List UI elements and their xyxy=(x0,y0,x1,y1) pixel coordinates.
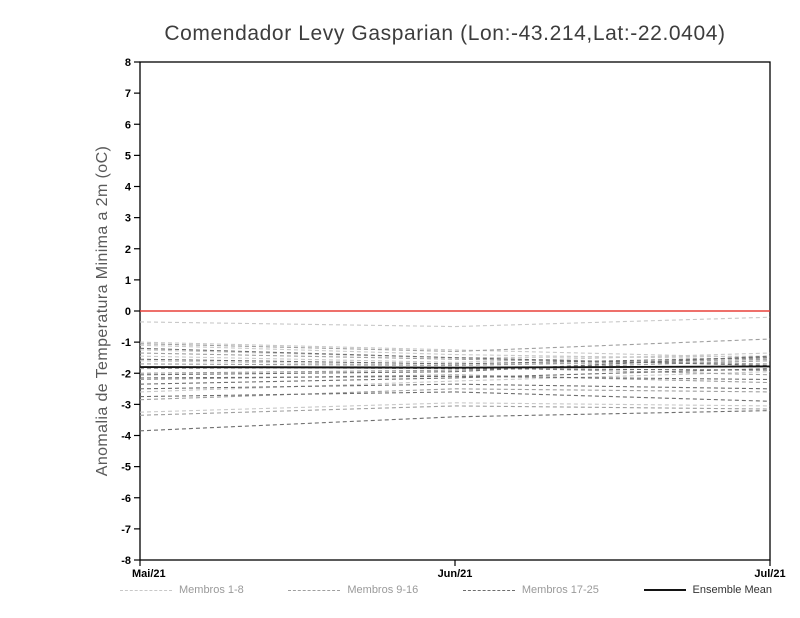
y-tick-label: -7 xyxy=(121,524,131,536)
member-line xyxy=(139,374,771,384)
legend-label: Membros 9-16 xyxy=(347,584,419,596)
member-line xyxy=(139,405,771,416)
member-line xyxy=(139,402,771,413)
member-line xyxy=(139,371,771,393)
y-tick-label: 2 xyxy=(125,244,131,256)
dashed-line-sample xyxy=(462,589,515,591)
dashed-line-sample xyxy=(288,589,341,591)
y-tick-label: -6 xyxy=(121,493,131,505)
member-line xyxy=(139,375,771,381)
member-line xyxy=(139,347,771,367)
ensemble-mean-line xyxy=(139,365,771,369)
legend-item-membros-1-8: Membros 1-8 xyxy=(120,584,244,596)
y-tick-label: 1 xyxy=(125,275,131,287)
y-tick-label: 3 xyxy=(125,213,131,225)
member-line xyxy=(139,383,771,390)
member-line xyxy=(139,360,771,374)
y-tick-label: -2 xyxy=(121,368,131,380)
solid-line-sample xyxy=(643,589,686,591)
member-line xyxy=(139,352,771,363)
dashed-line-sample xyxy=(120,589,172,591)
legend: Membros 1-8 Membros 9-16 Membros 17-25 E… xyxy=(120,584,772,596)
member-line xyxy=(139,410,771,432)
y-tick-label: -1 xyxy=(121,337,131,349)
x-tick-label: Mai/21 xyxy=(132,568,166,580)
member-line xyxy=(139,391,771,402)
y-tick-label: 6 xyxy=(125,119,131,131)
member-line xyxy=(139,341,771,359)
legend-item-membros-9-16: Membros 9-16 xyxy=(288,584,418,596)
legend-label: Membros 17-25 xyxy=(521,584,599,596)
chart-title: Comendador Levy Gasparian (Lon:-43.214,L… xyxy=(164,22,726,45)
y-tick-label: 5 xyxy=(125,150,131,162)
y-tick-label: -3 xyxy=(121,399,131,411)
member-line xyxy=(139,388,771,401)
legend-item-ensemble-mean: Ensemble Mean xyxy=(643,584,773,596)
y-tick-label: 7 xyxy=(125,88,131,100)
y-tick-label: 0 xyxy=(125,306,131,318)
member-line xyxy=(139,338,771,353)
y-tick-label: -5 xyxy=(121,462,131,474)
legend-label: Ensemble Mean xyxy=(692,584,773,596)
member-line xyxy=(139,357,771,365)
x-tick-label: Jul/21 xyxy=(754,568,785,580)
member-line xyxy=(139,368,771,385)
member-line xyxy=(139,316,771,328)
x-tick-label: Jun/21 xyxy=(438,568,473,580)
legend-label: Membros 1-8 xyxy=(179,584,244,596)
y-tick-label: -4 xyxy=(121,431,132,443)
y-tick-label: 8 xyxy=(125,57,131,69)
legend-item-membros-17-25: Membros 17-25 xyxy=(462,584,599,596)
member-line xyxy=(139,355,771,376)
y-tick-label: 4 xyxy=(125,182,132,194)
member-line xyxy=(139,344,771,360)
y-tick-label: -8 xyxy=(121,555,131,567)
